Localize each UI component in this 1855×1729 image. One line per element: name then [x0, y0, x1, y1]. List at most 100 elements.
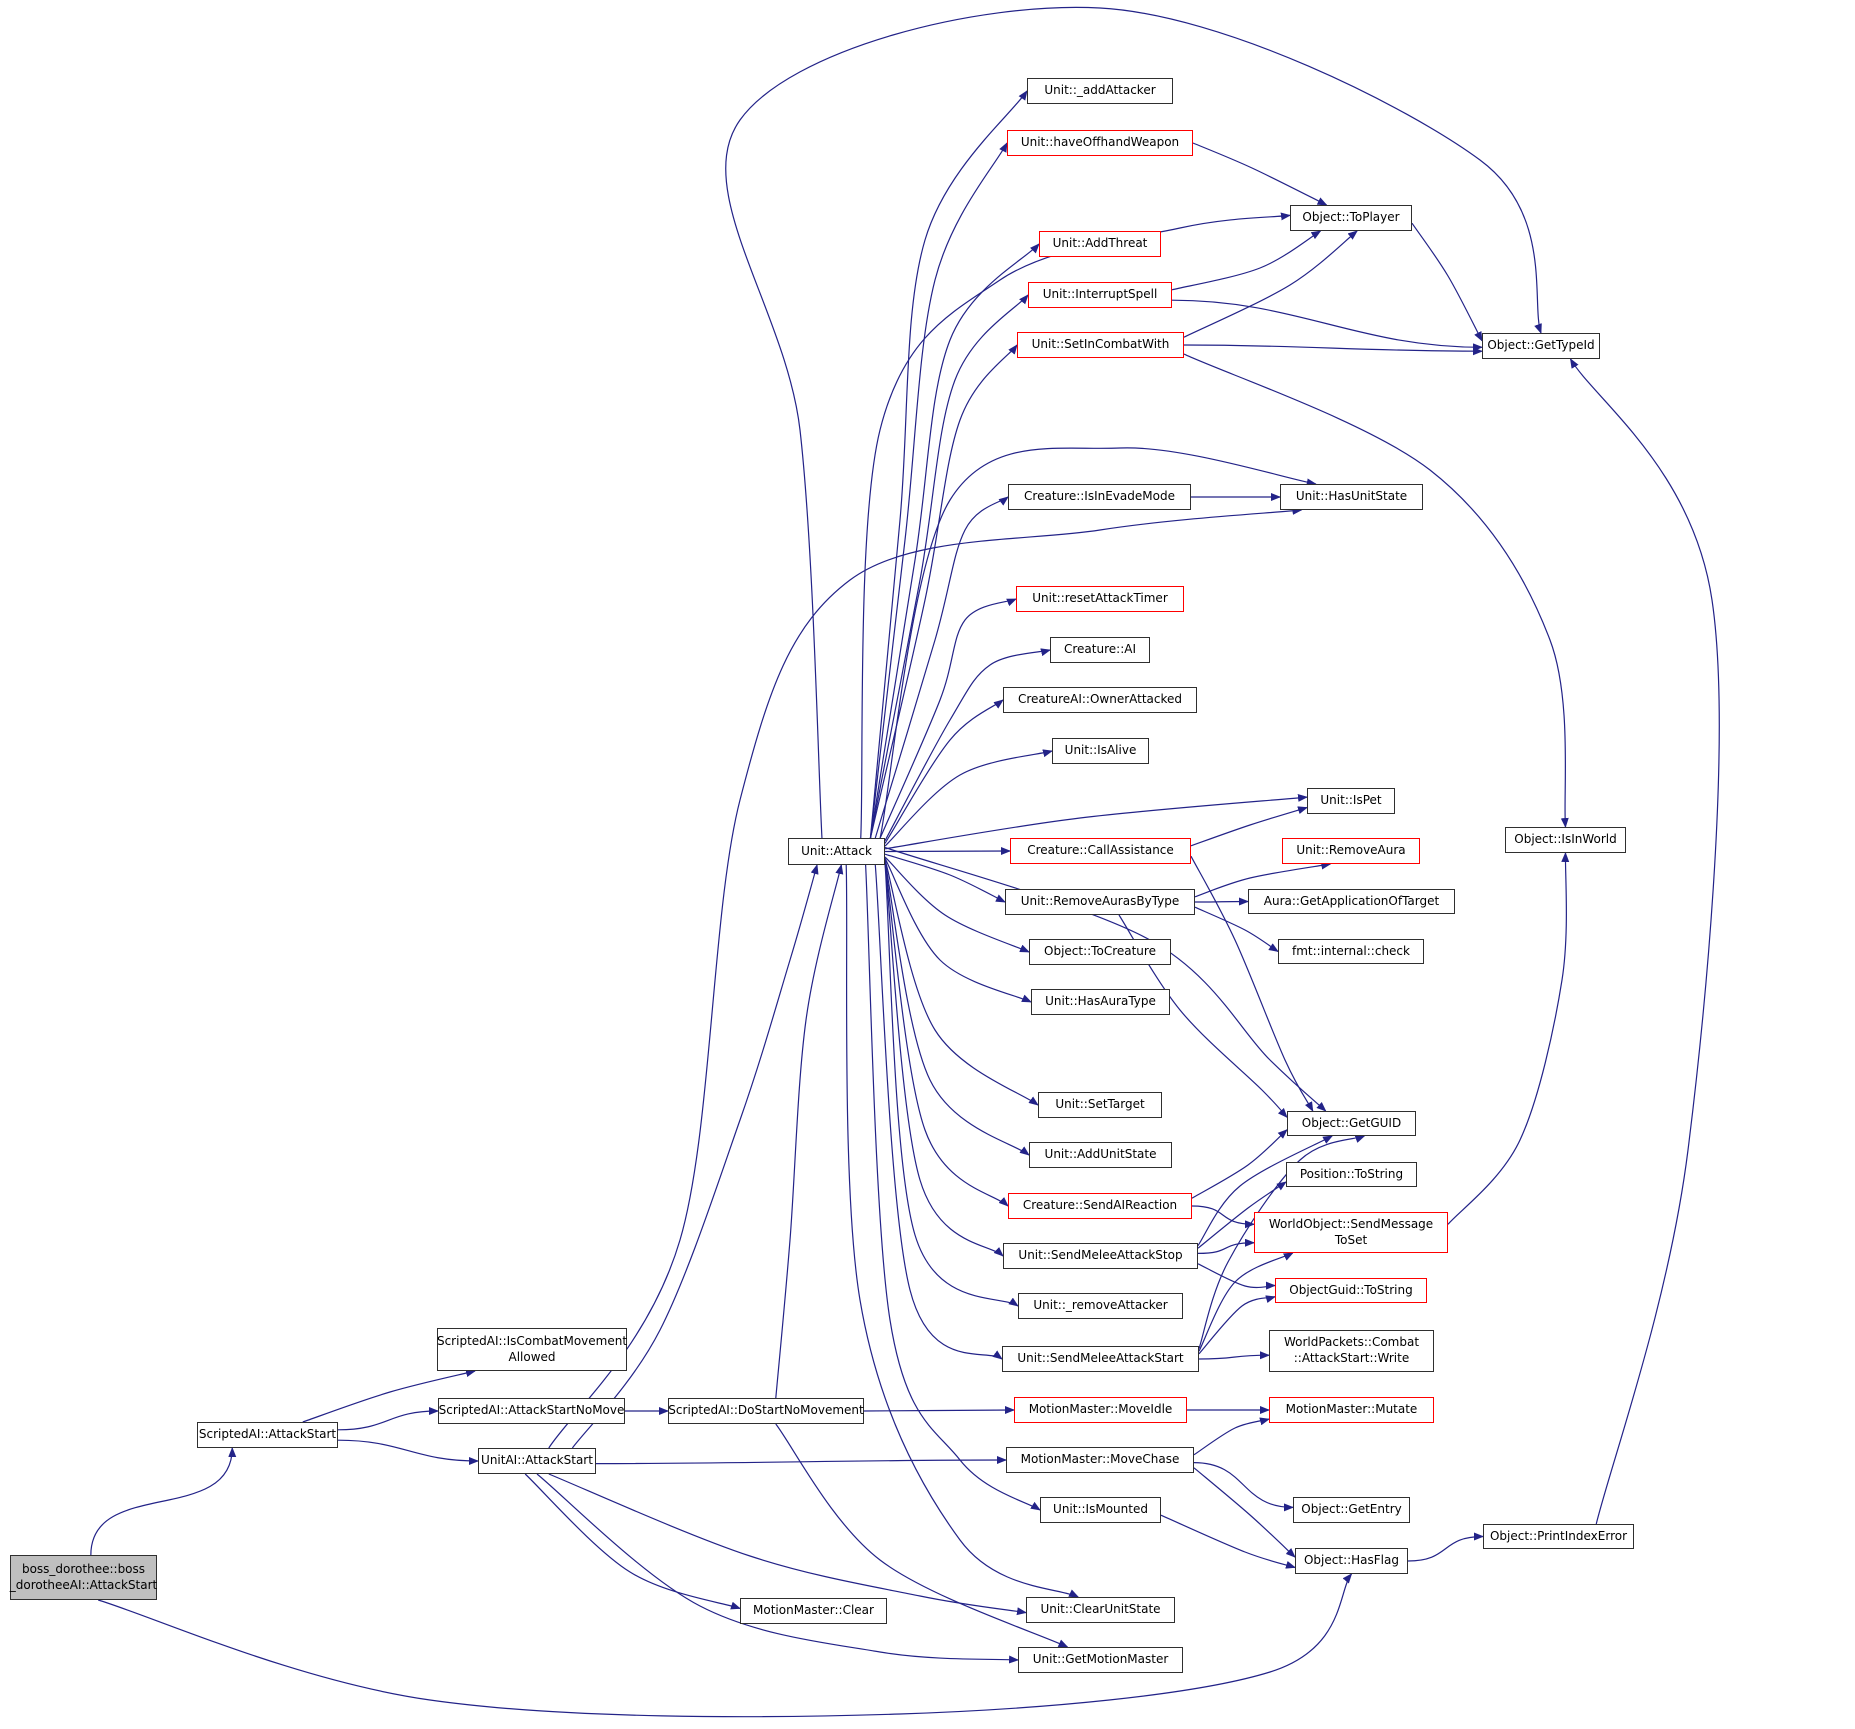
- node-removeattacker2[interactable]: Unit::_removeAttacker: [1018, 1293, 1183, 1319]
- edge-unitai_attackstart-to-hasunitstate: [548, 506, 1303, 1449]
- node-check[interactable]: fmt::internal::check: [1278, 939, 1424, 964]
- edge-unit_attack-to-ispet: [884, 793, 1308, 850]
- edge-sendmeleestart-to-getguid: [1198, 1135, 1366, 1349]
- edge-sendmeleestop-to-position_tostring: [1197, 1181, 1287, 1249]
- node-moveidle[interactable]: MotionMaster::MoveIdle: [1014, 1397, 1187, 1423]
- node-mutate[interactable]: MotionMaster::Mutate: [1269, 1397, 1434, 1423]
- node-sendmeleestop[interactable]: Unit::SendMeleeAttackStop: [1003, 1243, 1198, 1269]
- node-sendmeleestart[interactable]: Unit::SendMeleeAttackStart: [1002, 1346, 1199, 1372]
- node-isinworld[interactable]: Object::IsInWorld: [1505, 827, 1626, 853]
- node-getguid[interactable]: Object::GetGUID: [1287, 1111, 1416, 1136]
- node-position_tostring[interactable]: Position::ToString: [1286, 1162, 1417, 1187]
- edge-unitai_attackstart-to-clearunitstate: [548, 1473, 1027, 1616]
- node-clearunitstate[interactable]: Unit::ClearUnitState: [1026, 1597, 1175, 1623]
- edge-unit_attack-to-toplayer: [860, 212, 1291, 839]
- edge-interruptspell-to-toplayer: [1171, 230, 1322, 291]
- node-unitai_attackstart[interactable]: UnitAI::AttackStart: [478, 1448, 596, 1474]
- edge-unit_attack-to-callassistance: [884, 847, 1011, 856]
- node-isinevademode[interactable]: Creature::IsInEvadeMode: [1008, 484, 1191, 510]
- edge-main-to-hasflag: [98, 1573, 1353, 1718]
- node-removeaurasbytype[interactable]: Unit::RemoveAurasByType: [1005, 889, 1195, 915]
- node-getentry[interactable]: Object::GetEntry: [1293, 1497, 1410, 1523]
- node-sendaireaction[interactable]: Creature::SendAIReaction: [1008, 1193, 1192, 1219]
- node-addattacker[interactable]: Unit::_addAttacker: [1027, 78, 1173, 104]
- edge-unit_attack-to-resetattacktimer: [879, 598, 1017, 839]
- edge-unit_attack-to-creature_ai: [884, 648, 1051, 841]
- edge-sendmessagetoset-to-isinworld: [1447, 852, 1570, 1225]
- node-hasflag[interactable]: Object::HasFlag: [1295, 1548, 1408, 1574]
- node-getmotionmaster[interactable]: Unit::GetMotionMaster: [1018, 1647, 1183, 1673]
- node-tocreature[interactable]: Object::ToCreature: [1029, 939, 1171, 965]
- edge-sendmeleestop-to-getguid: [1197, 1135, 1334, 1246]
- edge-unit_attack-to-removeattacker2: [884, 863, 1019, 1307]
- node-setincombat[interactable]: Unit::SetInCombatWith: [1017, 332, 1184, 358]
- node-scripted_attackstart[interactable]: ScriptedAI::AttackStart: [197, 1422, 338, 1448]
- node-ispet[interactable]: Unit::IsPet: [1307, 788, 1395, 814]
- node-haveoffhand[interactable]: Unit::haveOffhandWeapon: [1007, 130, 1193, 156]
- edge-sendaireaction-to-getguid: [1191, 1129, 1288, 1199]
- edge-unit_attack-to-addthreat: [869, 243, 1040, 839]
- edge-unit_attack-to-ismounted: [865, 864, 1041, 1511]
- node-objectguid_tostring[interactable]: ObjectGuid::ToString: [1275, 1278, 1427, 1303]
- edge-unit_attack-to-addunitstate: [884, 860, 1030, 1156]
- node-clear[interactable]: MotionMaster::Clear: [740, 1598, 887, 1624]
- node-addthreat[interactable]: Unit::AddThreat: [1039, 231, 1161, 257]
- node-gettypeid[interactable]: Object::GetTypeId: [1482, 333, 1600, 359]
- edge-unit_attack-to-sendmeleestart: [874, 864, 1003, 1360]
- edge-sendmeleestart-to-objectguid_tostring: [1198, 1295, 1276, 1355]
- node-interruptspell[interactable]: Unit::InterruptSpell: [1028, 282, 1172, 308]
- edge-unitai_attackstart-to-clear: [524, 1473, 741, 1610]
- edge-unit_attack-to-tocreature: [884, 856, 1030, 953]
- node-dostartnomovement[interactable]: ScriptedAI::DoStartNoMovement: [668, 1398, 864, 1424]
- node-unit_attack[interactable]: Unit::Attack: [788, 838, 885, 865]
- node-removeaura[interactable]: Unit::RemoveAura: [1282, 838, 1420, 864]
- node-addunitstate[interactable]: Unit::AddUnitState: [1029, 1142, 1172, 1168]
- edge-unitai_attackstart-to-movechase: [595, 1456, 1007, 1465]
- edge-interruptspell-to-gettypeid: [1171, 299, 1483, 352]
- node-creature_ai[interactable]: Creature::AI: [1050, 637, 1150, 663]
- edge-main-to-scripted_attackstart: [90, 1447, 237, 1556]
- edge-haveoffhand-to-toplayer: [1192, 142, 1328, 206]
- edge-unit_attack-to-gettypeid: [725, 6, 1542, 839]
- node-sendmessagetoset[interactable]: WorldObject::SendMessage ToSet: [1254, 1212, 1448, 1253]
- edge-sendmeleestart-to-sendmessagetoset: [1198, 1252, 1294, 1352]
- edge-dostartnomovement-to-unit_attack: [775, 864, 844, 1399]
- edge-sendmeleestart-to-attackstart_write: [1198, 1351, 1270, 1360]
- edge-dostartnomovement-to-getmotionmaster: [775, 1423, 1069, 1648]
- edge-sendaireaction-to-sendmessagetoset: [1191, 1205, 1255, 1229]
- edge-toplayer-to-gettypeid: [1411, 222, 1483, 342]
- edge-dostartnomovement-to-moveidle: [863, 1406, 1015, 1415]
- edge-unit_attack-to-getguid: [884, 846, 1327, 1112]
- node-toplayer[interactable]: Object::ToPlayer: [1290, 205, 1412, 231]
- edge-movechase-to-mutate: [1193, 1417, 1270, 1456]
- node-ismounted[interactable]: Unit::IsMounted: [1040, 1497, 1161, 1523]
- edge-unit_attack-to-removeaurasbytype: [884, 853, 1006, 903]
- edge-ismounted-to-hasflag: [1160, 1514, 1296, 1569]
- node-resetattacktimer[interactable]: Unit::resetAttackTimer: [1016, 586, 1184, 612]
- node-movechase[interactable]: MotionMaster::MoveChase: [1006, 1447, 1194, 1473]
- edge-removeaurasbytype-to-removeaura: [1194, 861, 1332, 898]
- node-hasunitstate[interactable]: Unit::HasUnitState: [1280, 484, 1423, 510]
- edge-callassistance-to-ispet: [1190, 806, 1308, 847]
- edge-unit_attack-to-haveoffhand: [869, 142, 1008, 839]
- edge-unit_attack-to-ownerattacked: [884, 699, 1004, 844]
- edge-unit_attack-to-isinevademode: [874, 496, 1009, 839]
- edge-unit_attack-to-setincombat: [869, 344, 1018, 839]
- edge-setincombat-to-isinworld: [1183, 353, 1569, 828]
- edge-unitai_attackstart-to-getmotionmaster: [536, 1473, 1019, 1664]
- edge-unit_attack-to-settarget: [884, 859, 1039, 1106]
- node-hasauratype[interactable]: Unit::HasAuraType: [1031, 989, 1170, 1015]
- node-ownerattacked[interactable]: CreatureAI::OwnerAttacked: [1003, 687, 1197, 713]
- edge-removeaurasbytype-to-getapplication: [1194, 897, 1249, 906]
- node-isalive[interactable]: Unit::IsAlive: [1052, 738, 1149, 764]
- node-printindexerror[interactable]: Object::PrintIndexError: [1483, 1524, 1634, 1549]
- edge-movechase-to-hasflag: [1193, 1467, 1296, 1558]
- node-callassistance[interactable]: Creature::CallAssistance: [1010, 838, 1191, 864]
- node-attackstartnomove[interactable]: ScriptedAI::AttackStartNoMove: [438, 1398, 625, 1424]
- node-attackstart_write[interactable]: WorldPackets::Combat ::AttackStart::Writ…: [1269, 1330, 1434, 1372]
- node-getapplication[interactable]: Aura::GetApplicationOfTarget: [1248, 889, 1455, 914]
- node-iscombatmove[interactable]: ScriptedAI::IsCombatMovement Allowed: [437, 1328, 627, 1371]
- node-settarget[interactable]: Unit::SetTarget: [1038, 1092, 1162, 1118]
